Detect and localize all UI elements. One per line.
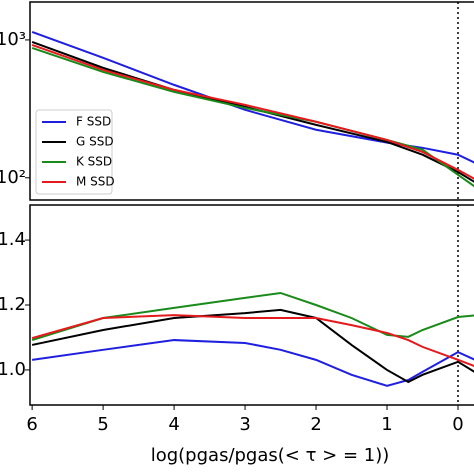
legend-label: K SSD xyxy=(76,155,112,169)
panel-frame xyxy=(29,1,474,201)
series-line xyxy=(31,31,474,164)
legend-label: F SSD xyxy=(76,115,111,129)
x-axis-label: log(pgas/pgas(< τ > = 1)) xyxy=(151,445,390,466)
panel-frame xyxy=(29,204,474,406)
plot-area xyxy=(31,291,474,387)
y-tick-label: 1.2 xyxy=(0,294,26,315)
y-tick-label: 1.0 xyxy=(0,359,26,380)
y-tick-label: 1.4 xyxy=(0,229,26,250)
legend-box xyxy=(35,109,113,195)
series-line xyxy=(31,339,474,387)
series-line xyxy=(31,308,474,384)
legend-label: G SSD xyxy=(76,135,114,149)
x-tick-label: 1 xyxy=(381,414,392,435)
y-tick-label: 10² xyxy=(0,167,26,188)
series-line xyxy=(31,291,474,342)
plot-area xyxy=(31,31,474,188)
x-tick-label: 2 xyxy=(310,414,321,435)
legend-label: M SSD xyxy=(76,175,115,189)
y-tick-label: 10³ xyxy=(0,29,26,50)
series-line xyxy=(31,43,474,180)
x-tick-label: 4 xyxy=(168,414,179,435)
x-tick-label: 0 xyxy=(452,414,463,435)
x-tick-label: 5 xyxy=(97,414,108,435)
x-tick-label: 3 xyxy=(239,414,250,435)
x-tick-label: 6 xyxy=(26,414,37,435)
series-line xyxy=(31,314,474,368)
